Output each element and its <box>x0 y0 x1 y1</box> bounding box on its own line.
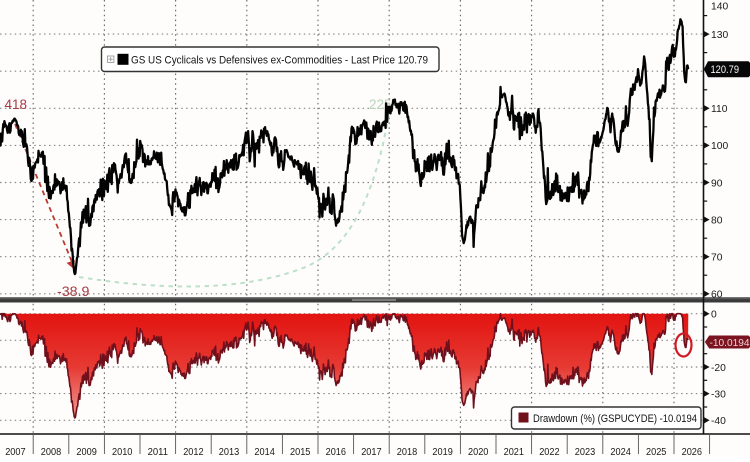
svg-text:140: 140 <box>711 2 728 13</box>
svg-text:2026: 2026 <box>682 447 703 457</box>
svg-text:2008: 2008 <box>41 447 62 457</box>
svg-text:2019: 2019 <box>432 447 453 457</box>
svg-text:2020: 2020 <box>468 447 489 457</box>
svg-text:120.79: 120.79 <box>711 64 740 76</box>
svg-text:-20: -20 <box>711 363 726 374</box>
svg-text:2017: 2017 <box>361 447 382 457</box>
svg-text:2022: 2022 <box>539 447 560 457</box>
svg-text:-10.0194: -10.0194 <box>710 338 750 349</box>
svg-text:2016: 2016 <box>326 447 347 457</box>
svg-text:GS US Cyclicals vs Defensives: GS US Cyclicals vs Defensives ex-Commodi… <box>131 54 428 66</box>
svg-text:2024: 2024 <box>610 447 631 457</box>
svg-text:100: 100 <box>711 141 728 152</box>
svg-text:80: 80 <box>711 215 723 226</box>
svg-text:2025: 2025 <box>646 447 667 457</box>
svg-text:0: 0 <box>711 310 717 321</box>
svg-text:90: 90 <box>711 178 723 189</box>
svg-text:-30: -30 <box>711 389 726 400</box>
svg-text:2013: 2013 <box>219 447 240 457</box>
svg-text:110: 110 <box>711 104 728 115</box>
svg-text:-38.9: -38.9 <box>57 283 90 299</box>
svg-text:2021: 2021 <box>504 447 525 457</box>
svg-text:Drawdown (%) (GSPUCYDE) -10.0: Drawdown (%) (GSPUCYDE) -10.0194 <box>533 413 697 425</box>
svg-text:2007: 2007 <box>5 447 26 457</box>
svg-text:130: 130 <box>711 30 728 41</box>
svg-text:60: 60 <box>711 290 723 301</box>
svg-text:2023: 2023 <box>575 447 596 457</box>
svg-text:2010: 2010 <box>112 447 133 457</box>
svg-text:-40: -40 <box>711 416 726 427</box>
svg-text:2012: 2012 <box>183 447 204 457</box>
svg-text:2011: 2011 <box>148 447 169 457</box>
svg-text:418: 418 <box>5 96 28 112</box>
svg-text:2009: 2009 <box>76 447 97 457</box>
svg-text:2018: 2018 <box>397 447 418 457</box>
svg-text:2015: 2015 <box>290 447 311 457</box>
svg-text:2014: 2014 <box>254 447 275 457</box>
svg-text:70: 70 <box>711 253 723 264</box>
